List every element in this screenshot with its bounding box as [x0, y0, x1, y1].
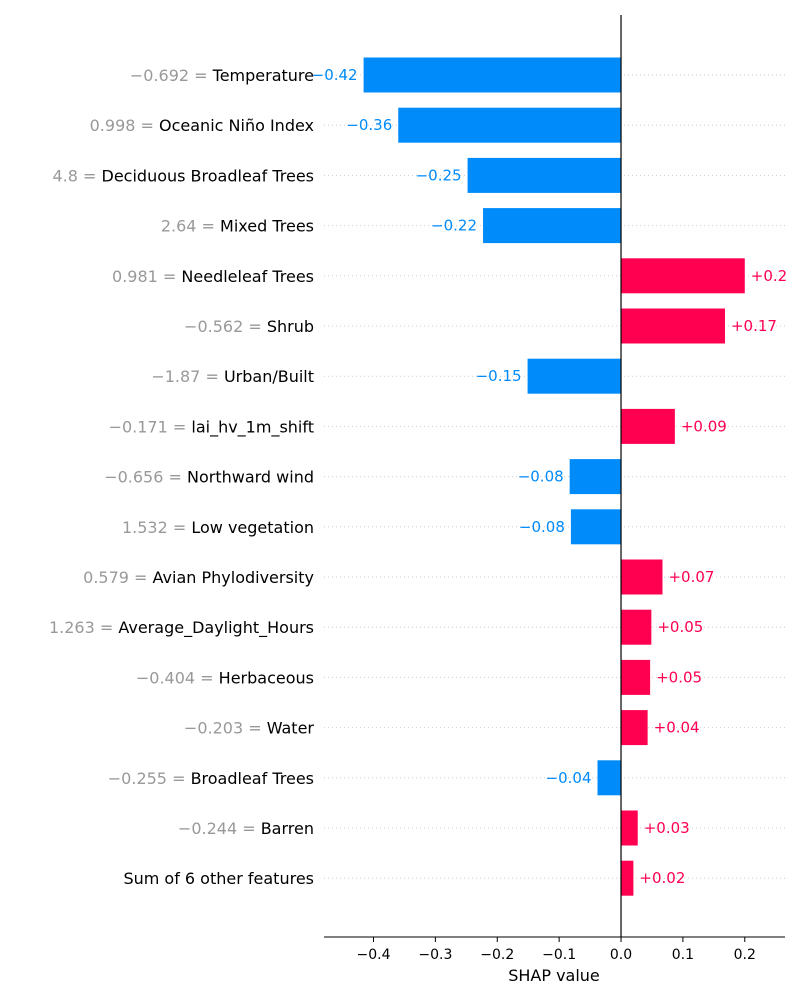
bar-value-label: +0.05 [656, 668, 702, 686]
grid-layer [324, 74, 785, 879]
bar-layer [363, 15, 745, 937]
feature-value: 0.998 = [90, 116, 159, 135]
x-axis-title: SHAP value [508, 966, 600, 985]
label-layer: −0.42−0.692 = Temperature−0.360.998 = Oc… [49, 66, 787, 888]
feature-name: Deciduous Broadleaf Trees [102, 166, 315, 185]
feature-label: −0.656 = Northward wind [104, 468, 314, 487]
bar-value-label: −0.36 [346, 116, 392, 134]
bar-value-label: +0.02 [639, 869, 685, 887]
bar-lai-hv-1m-shift [621, 408, 675, 444]
bar-value-label: −0.04 [546, 769, 592, 787]
bar-northward-wind [569, 459, 622, 495]
feature-name: Urban/Built [224, 367, 314, 386]
bar-value-label: +0.04 [654, 719, 700, 737]
x-tick-label: −0.4 [357, 947, 391, 963]
bar-mixed-trees [483, 208, 622, 244]
bar-value-label: −0.08 [519, 518, 565, 536]
feature-value: −0.656 = [104, 468, 187, 487]
feature-label: 1.263 = Average_Daylight_Hours [49, 618, 314, 638]
feature-label: −0.404 = Herbaceous [136, 668, 314, 687]
bar-value-label: −0.15 [476, 367, 522, 385]
bar-sum-of-6-other-features [621, 860, 634, 896]
feature-name: Barren [261, 819, 314, 838]
bar-needleleaf-trees [621, 258, 745, 294]
bar-avian-phylodiversity [621, 559, 663, 595]
bar-urban-built [527, 358, 622, 394]
bar-value-label: −0.08 [518, 468, 564, 486]
feature-value: 4.8 = [52, 166, 101, 185]
feature-value: 0.579 = [83, 568, 152, 587]
feature-label: 1.532 = Low vegetation [122, 518, 314, 537]
feature-label: −1.87 = Urban/Built [151, 367, 314, 386]
bar-oceanic-ni-o-index [398, 107, 622, 143]
x-tick-label: −0.1 [542, 947, 576, 963]
bar-temperature [363, 57, 622, 93]
x-tick-label: 0.0 [610, 947, 632, 963]
bar-value-label: −0.22 [431, 217, 477, 235]
bar-water [621, 710, 648, 746]
bar-value-label: −0.42 [312, 66, 358, 84]
feature-value: −1.87 = [151, 367, 224, 386]
x-tick-label: −0.2 [480, 947, 514, 963]
feature-name: Average_Daylight_Hours [118, 618, 314, 638]
feature-value: 1.532 = [122, 518, 191, 537]
feature-value: 0.981 = [112, 267, 181, 286]
feature-value: −0.244 = [178, 819, 261, 838]
bar-herbaceous [621, 659, 651, 695]
feature-name: Avian Phylodiversity [153, 568, 314, 587]
feature-value: −0.203 = [184, 719, 267, 738]
feature-value: −0.562 = [184, 317, 267, 336]
feature-value: 2.64 = [161, 217, 220, 236]
feature-value: −0.404 = [136, 668, 219, 687]
bar-value-label: +0.2 [751, 267, 787, 285]
feature-name: Northward wind [187, 468, 314, 487]
x-tick-label: 0.1 [672, 947, 694, 963]
bar-value-label: +0.03 [644, 819, 690, 837]
bar-value-label: −0.25 [416, 166, 462, 184]
feature-label: 0.981 = Needleleaf Trees [112, 267, 314, 286]
bar-low-vegetation [570, 509, 622, 545]
bar-barren [621, 810, 638, 846]
feature-name: Sum of 6 other features [123, 869, 314, 888]
bar-average-daylight-hours [621, 609, 652, 645]
bar-value-label: +0.09 [681, 417, 727, 435]
feature-name: Oceanic Niño Index [159, 116, 314, 135]
feature-name: Herbaceous [219, 668, 314, 687]
feature-label: −0.171 = lai_hv_1m_shift [109, 417, 314, 437]
feature-label: 0.579 = Avian Phylodiversity [83, 568, 314, 587]
bar-deciduous-broadleaf-trees [467, 157, 622, 193]
bar-value-label: +0.05 [657, 618, 703, 636]
feature-name: Broadleaf Trees [191, 769, 314, 788]
feature-value: −0.171 = [109, 417, 192, 436]
feature-label: Sum of 6 other features [123, 869, 314, 888]
feature-label: −0.255 = Broadleaf Trees [108, 769, 314, 788]
feature-value: −0.692 = [130, 66, 213, 85]
feature-value: −0.255 = [108, 769, 191, 788]
feature-label: −0.562 = Shrub [184, 317, 314, 336]
bar-shrub [621, 308, 725, 344]
feature-label: 0.998 = Oceanic Niño Index [90, 116, 314, 135]
feature-name: Water [267, 719, 315, 738]
feature-label: −0.203 = Water [184, 719, 315, 738]
feature-value: 1.263 = [49, 618, 118, 637]
feature-label: 4.8 = Deciduous Broadleaf Trees [52, 166, 314, 185]
feature-label: −0.244 = Barren [178, 819, 314, 838]
x-axis: −0.4 −0.3 −0.2 −0.1 0.0 0.1 0.2 [324, 936, 785, 963]
bar-broadleaf-trees [597, 760, 622, 796]
bar-value-label: +0.07 [668, 568, 714, 586]
feature-name: Temperature [212, 66, 314, 85]
feature-name: lai_hv_1m_shift [191, 417, 314, 437]
feature-label: −0.692 = Temperature [130, 66, 314, 85]
feature-label: 2.64 = Mixed Trees [161, 217, 314, 236]
bar-value-label: +0.17 [731, 317, 777, 335]
feature-name: Shrub [267, 317, 314, 336]
x-tick-label: −0.3 [418, 947, 452, 963]
feature-name: Mixed Trees [220, 217, 314, 236]
feature-name: Needleleaf Trees [181, 267, 314, 286]
feature-name: Low vegetation [191, 518, 314, 537]
x-tick-label: 0.2 [734, 947, 756, 963]
